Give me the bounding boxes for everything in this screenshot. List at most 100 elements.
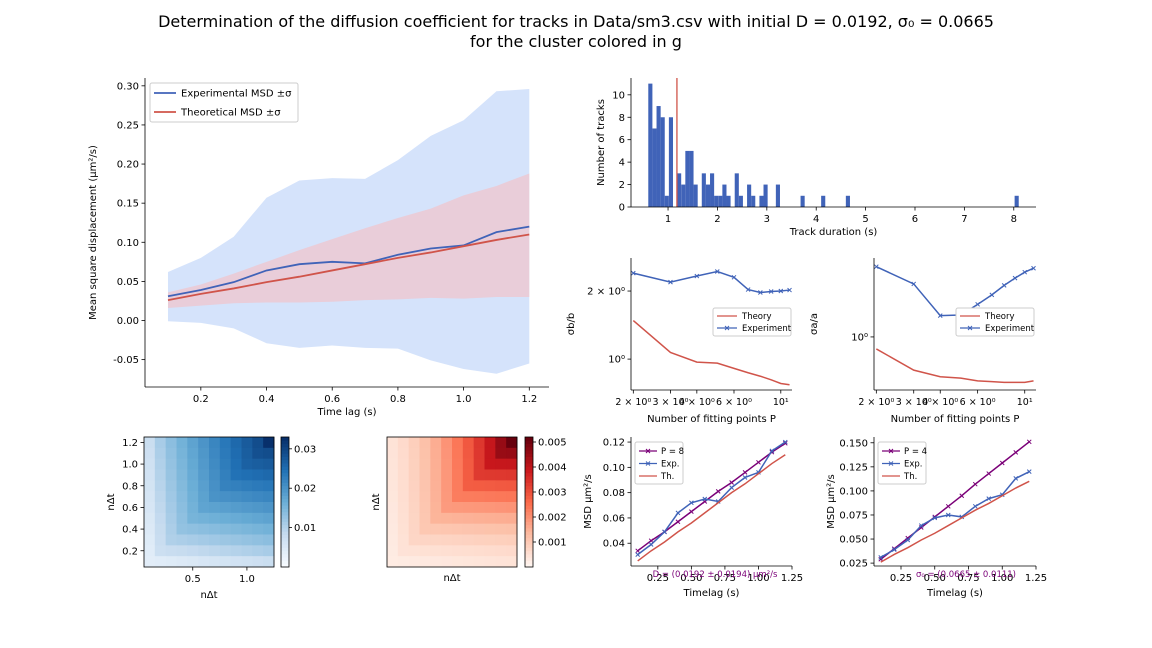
heat_exp-colorbar-tick-label: 0.03 [294,444,316,455]
heat_exp-cell [198,556,210,568]
heat_th-cell [462,545,475,557]
fit_b-series1-marker-0 [635,552,641,557]
heat_th-cell [441,534,453,546]
heat_exp-cell [252,556,264,568]
heat_exp-cell [198,512,210,525]
heat_exp-cell [230,447,242,460]
hist-bar-11 [701,173,706,207]
heat_exp-cell [219,437,232,449]
fit_b-x-tick-label: 1.00 [747,573,769,584]
sigma_b-y-tick-label: 10⁰ [608,355,625,366]
heat_th-cell [484,545,496,557]
heat_exp-cell [165,512,177,525]
heat_th-colorbar-segment [525,518,533,522]
msd-x-tick-label: 1.0 [456,394,472,405]
heat_th-colorbar-segment [525,476,533,480]
fit_b-xlabel: Timelag (s) [683,588,740,599]
sigma_b-xlabel: Number of fitting points P [647,414,776,425]
heat_th-cell [430,469,442,481]
msd-legend-label-1: Theoretical MSD ±σ [180,108,281,119]
heat_exp-y-tick-label: 1.0 [122,460,138,471]
heat_th-cell [473,447,485,460]
hist-bar-12 [705,184,711,207]
sigma_b-legend-label-1: Experiment [742,324,792,334]
hist-bar-28 [1014,195,1019,207]
heat_th-cell [473,545,485,557]
heat_th-cell [397,523,410,535]
heat_th-cell [462,437,475,449]
heat_exp-colorbar-segment [281,554,289,558]
heat_th-cell [441,469,453,481]
msd-x-tick-label: 0.2 [193,394,209,405]
heat_exp-colorbar-segment [281,466,289,470]
heat_th-cell [430,458,442,470]
heat_exp-cell [198,545,210,557]
heat_th-cell [506,523,518,535]
heat_exp-cell [165,458,177,470]
hist-bar-6 [677,173,682,207]
heat_th-cell [430,556,442,568]
fit_b-series1-marker-8 [742,475,748,480]
msd-legend [149,82,299,123]
fit_a-y-tick-label: 0.125 [839,462,868,473]
sigma_b-x-tick-label: 4 × 10⁰ [679,397,715,408]
heat_exp-cell [230,545,242,557]
heat_th-colorbar-segment [525,463,533,467]
heat_th-colorbar-segment [525,554,533,558]
fit_a-series0-marker-7 [972,481,978,487]
hist-bar-10 [693,184,698,207]
msd-y-tick-label: -0.05 [113,355,139,366]
heat_th-cell [484,556,496,568]
fit_b-annotation: D = (0.0192 ± 0.0194) μm²/s [653,570,778,580]
fit_a-legend-x0-marker-0 [888,448,894,454]
heat_th-cell [441,458,453,470]
heat_th-colorbar-segment [525,534,533,539]
heat_exp-cell [144,458,156,470]
heat_th-cell [495,480,507,492]
heat_exp-cell [198,502,210,514]
heat_th-cell [387,545,399,557]
heat_exp-colorbar-segment [281,511,289,516]
heat_exp-cell [241,534,253,546]
heat_th-cell [387,458,399,470]
fit_a-series0-marker-9 [999,460,1005,466]
heat_exp-colorbar-segment [281,476,289,480]
fit_a-xlabel: Timelag (s) [926,588,983,599]
fit_b-series1-marker-11 [782,439,788,445]
heat_exp-cell [263,437,275,449]
msd-y-tick-label: 0.00 [117,316,139,327]
heat_exp-cell [241,437,253,449]
heat_th-cell [387,556,399,568]
heat_exp-cell [263,447,275,460]
sigma_b-ylabel: σb/b [566,313,577,335]
sigma_b-line-theory [632,320,790,386]
sigma_b-experiment-marker-6 [757,290,763,295]
heat_th-colorbar-segment [525,541,533,545]
heat_th-cell [462,491,475,503]
heat_th-colorbar-segment [525,482,533,487]
heat_exp-cell [219,502,232,514]
heat_exp-cell [252,502,264,514]
hist-x-tick-label: 4 [813,214,819,225]
heat_th-cell [452,523,464,535]
heat_exp-cell [219,545,232,557]
hist-bar-16 [722,184,727,207]
heat_th-cell [387,469,399,481]
heat_exp-cell [263,556,275,568]
heat_exp-cell [209,458,221,470]
heat_th-cell [506,502,518,514]
heat_exp-colorbar-segment [281,541,289,545]
fit_a-series0-marker-5 [945,503,951,509]
heat_th-cell [408,545,420,557]
heat_th-colorbar-segment [525,508,533,513]
heat_exp-cell [209,512,221,525]
fit_a-ylabel: MSD μm²/s [826,474,837,529]
heat_exp-cell [154,545,167,557]
heat_exp-cell [263,480,275,492]
heat_exp-cell [241,523,253,535]
heat_exp-cell [241,556,253,568]
msd-y-tick-label: 0.20 [117,160,139,171]
heat_th-cell [397,534,410,546]
fit_b-series0-marker-8 [742,470,748,475]
